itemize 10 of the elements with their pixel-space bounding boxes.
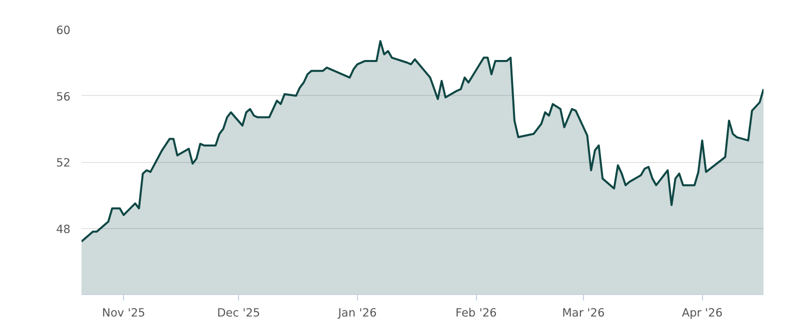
x-tick-label: Mar '26 [562, 306, 605, 320]
y-tick-label: 56 [56, 89, 71, 104]
y-tick-label: 48 [56, 222, 71, 236]
x-tick-label: Feb '26 [456, 306, 497, 320]
y-tick-label: 52 [56, 156, 71, 170]
x-tick-label: Nov '25 [102, 306, 146, 320]
x-tick-label: Jan '26 [337, 306, 377, 320]
x-tick-label: Apr '26 [682, 306, 723, 320]
y-tick-label: 60 [56, 23, 71, 37]
x-tick-label: Dec '25 [217, 306, 260, 320]
